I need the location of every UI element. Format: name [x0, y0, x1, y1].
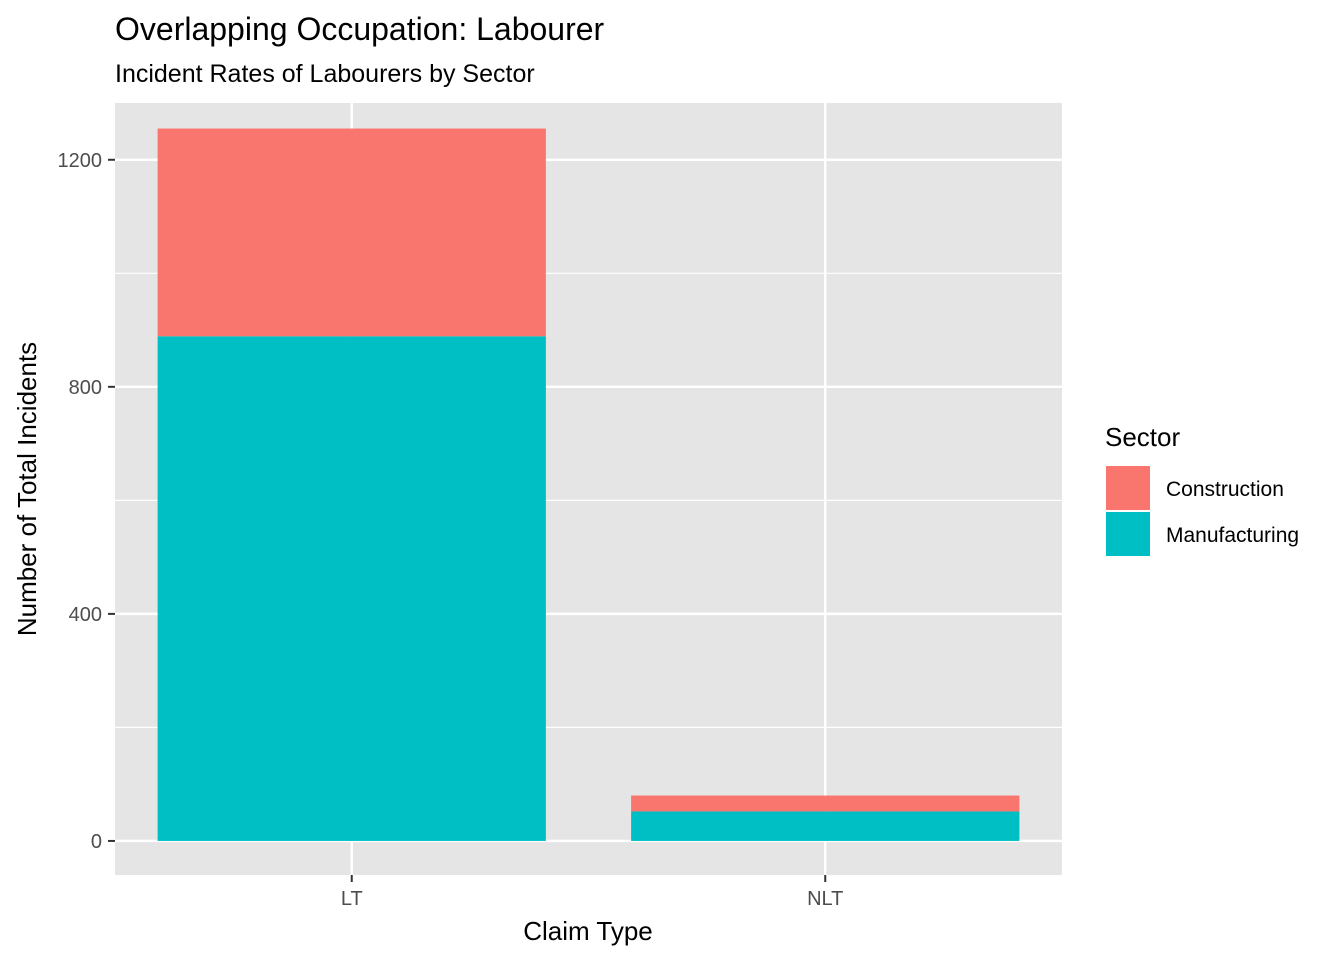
bar-nlt-construction	[631, 795, 1020, 812]
legend-key-manufacturing	[1106, 512, 1150, 556]
bar-lt-construction	[157, 128, 546, 337]
x-axis: LT NLT	[341, 875, 843, 910]
y-tick-label: 400	[69, 604, 102, 626]
chart-subtitle: Incident Rates of Labourers by Sector	[115, 60, 535, 88]
chart-title: Overlapping Occupation: Labourer	[115, 11, 605, 47]
y-tick-label: 0	[91, 831, 102, 853]
y-tick-label: 1200	[58, 150, 103, 172]
bar-nlt-manufacturing	[631, 811, 1020, 841]
legend-label-construction: Construction	[1166, 478, 1284, 501]
x-tick-label: LT	[341, 888, 363, 910]
bars	[157, 128, 1020, 841]
y-axis-title: Number of Total Incidents	[12, 342, 42, 636]
legend-key-construction	[1106, 466, 1150, 510]
legend: Sector Construction Manufacturing	[1105, 422, 1299, 556]
y-axis: 0 400 800 1200	[58, 150, 115, 853]
legend-label-manufacturing: Manufacturing	[1166, 524, 1299, 547]
legend-title: Sector	[1105, 422, 1180, 452]
y-tick-label: 800	[69, 377, 102, 399]
bar-lt-manufacturing	[157, 336, 546, 841]
x-axis-title: Claim Type	[523, 916, 653, 946]
x-tick-label: NLT	[807, 888, 843, 910]
